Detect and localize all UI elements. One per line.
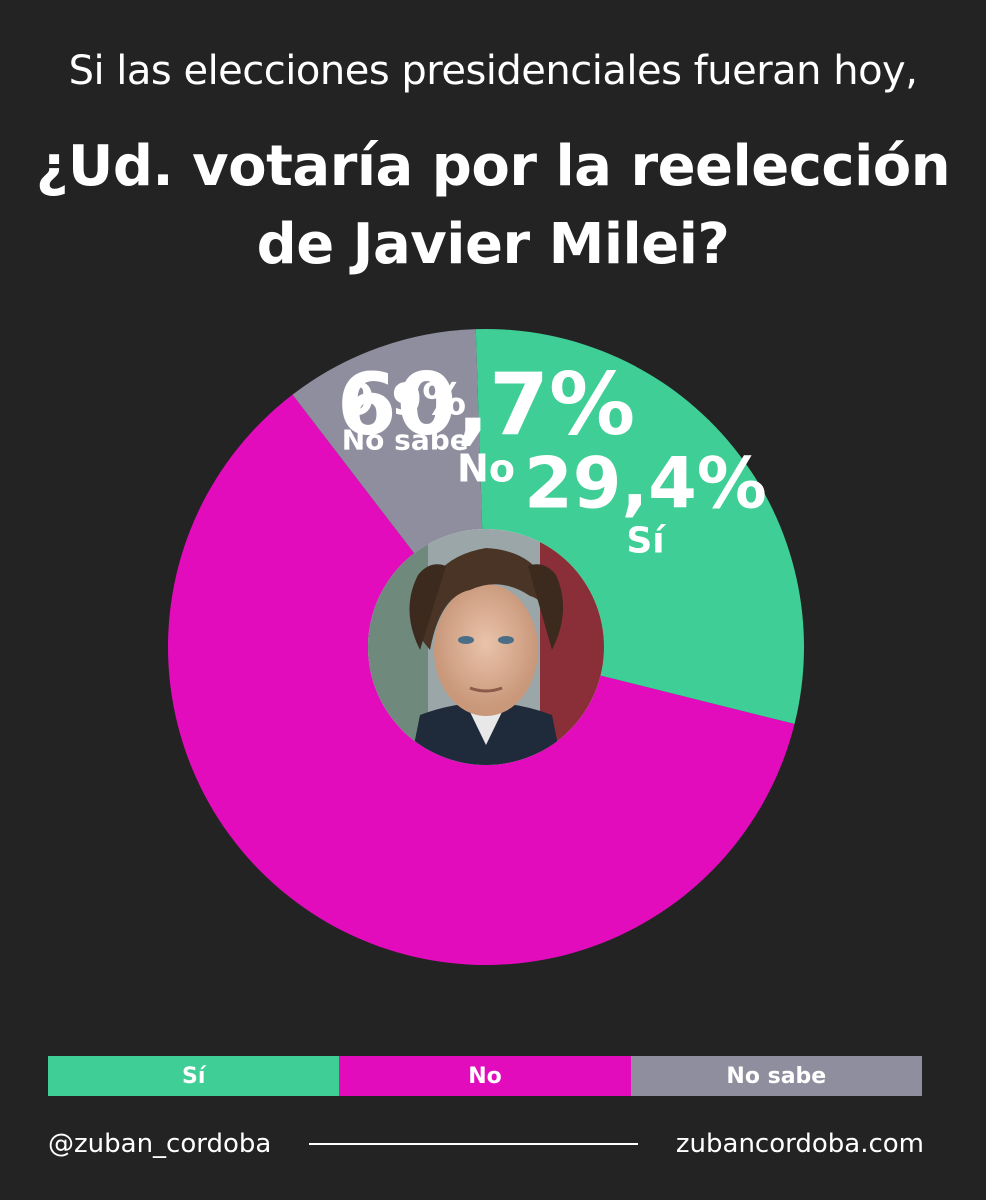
footer: @zuban_cordoba zubancordoba.com — [48, 1126, 924, 1162]
portrait-photo — [368, 529, 604, 765]
footer-website[interactable]: zubancordoba.com — [675, 1129, 924, 1159]
category-label-no: No — [457, 447, 515, 491]
data-label-si: 29,4% — [524, 443, 767, 525]
chart-title: ¿Ud. votaría por la reelección de Javier… — [0, 128, 986, 284]
legend-entry-no-sabe: No sabe — [630, 1056, 922, 1096]
category-label-si: Sí — [626, 521, 666, 562]
chart-subtitle: Si las elecciones presidenciales fueran … — [68, 48, 918, 94]
legend-entry-si: Sí — [48, 1056, 340, 1096]
data-label-no: 60,7% — [337, 355, 635, 455]
legend-entry-no: No — [339, 1056, 631, 1096]
chart-title-line-2: de Javier Milei? — [256, 212, 730, 277]
data-label-no-sabe: 9,9% — [344, 374, 466, 425]
category-label-no-sabe: No sabe — [342, 423, 469, 456]
footer-handle[interactable]: @zuban_cordoba — [48, 1129, 272, 1159]
footer-divider — [309, 1143, 638, 1145]
chart-title-line-1: ¿Ud. votaría por la reelección — [35, 134, 951, 199]
chart-legend: Sí No No sabe — [48, 1056, 922, 1096]
